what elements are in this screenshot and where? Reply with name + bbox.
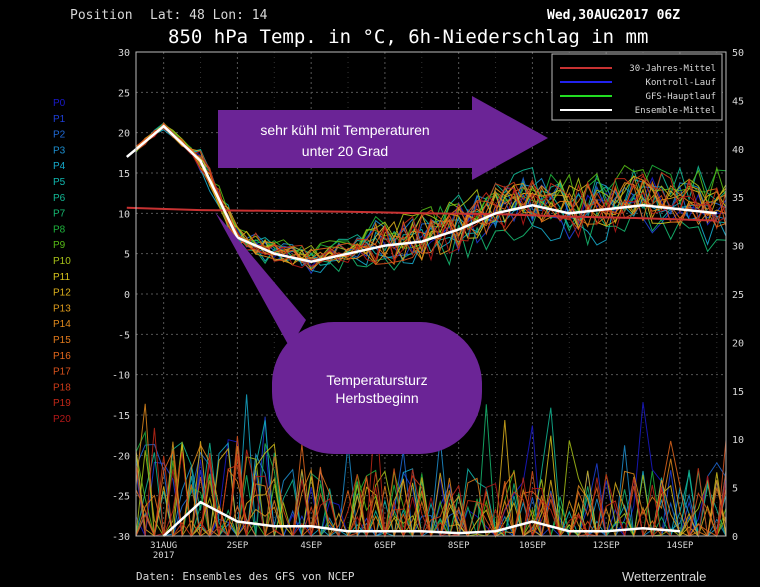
member-temp-line xyxy=(135,125,727,263)
legend-label: Ensemble-Mittel xyxy=(635,106,716,116)
member-label: P16 xyxy=(53,351,71,362)
member-labels: P0 P1 P2 P3 P4 P5 P6 P7 P8 P9 P10 P11 P12 P13 P14 P15 P1… xyxy=(53,98,71,425)
member-temp-line xyxy=(135,123,727,256)
y-right-tick-label: 40 xyxy=(732,145,744,156)
y-right-tick-label: 10 xyxy=(732,435,744,446)
member-label: P15 xyxy=(53,335,71,346)
member-label: P13 xyxy=(53,303,71,314)
y-left-tick-label: 10 xyxy=(118,209,130,220)
position-label: Position xyxy=(70,8,133,23)
lat-lon: Lat: 48 Lon: 14 xyxy=(150,8,268,23)
x-tick-label: 4SEP xyxy=(300,541,322,551)
bubble-text-line-1: Temperatursturz xyxy=(326,372,427,388)
y-left-tick-label: -20 xyxy=(112,451,130,462)
y-left-tick-label: -30 xyxy=(112,532,130,543)
series-line xyxy=(126,206,717,222)
y-right-tick-label: 30 xyxy=(732,242,744,253)
member-label: P6 xyxy=(53,193,66,204)
member-label: P18 xyxy=(53,382,71,393)
brand-name: Wetterzentrale xyxy=(622,569,706,584)
member-label: P0 xyxy=(53,98,66,109)
x-tick-label: 8SEP xyxy=(448,541,470,551)
member-label: P12 xyxy=(53,288,71,299)
member-label: P3 xyxy=(53,145,66,156)
y-left-tick-label: 30 xyxy=(118,48,130,59)
y-left-tick-label: 25 xyxy=(118,88,130,99)
legend-label: GFS-Hauptlauf xyxy=(646,92,716,102)
y-right-tick-label: 15 xyxy=(732,387,744,398)
legend: 30-Jahres-Mittel Kontroll-Lauf GFS-Hauptla… xyxy=(551,53,723,121)
member-label: P8 xyxy=(53,224,66,235)
cold-arrow-annotation: sehr kühl mit Temperaturen unter 20 Grad xyxy=(218,96,548,180)
chart-title: 850 hPa Temp. in °C, 6h-Niederschlag in … xyxy=(168,26,648,48)
y-right-tick-label: 0 xyxy=(732,532,738,543)
member-label: P5 xyxy=(53,177,66,188)
main-series xyxy=(126,124,717,537)
bubble-tail xyxy=(215,212,306,348)
member-label: P19 xyxy=(53,398,71,409)
member-label: P4 xyxy=(53,161,66,172)
arrow-text-line-2: unter 20 Grad xyxy=(302,143,388,159)
arrow-shape xyxy=(218,96,548,180)
member-label: P11 xyxy=(53,272,70,283)
member-label: P14 xyxy=(53,319,71,330)
y-left-tick-label: -15 xyxy=(112,411,130,422)
member-label: P10 xyxy=(53,256,71,267)
legend-label: 30-Jahres-Mittel xyxy=(629,64,716,74)
member-precip-line xyxy=(136,454,727,537)
series-line xyxy=(126,124,717,263)
member-label: P20 xyxy=(53,414,71,425)
y-left-tick-label: 20 xyxy=(118,129,130,140)
member-label: P2 xyxy=(53,130,66,141)
x-tick-label: 14SEP xyxy=(666,541,694,551)
y-right-tick-label: 45 xyxy=(732,96,744,107)
plot-frame xyxy=(135,51,727,537)
y-left-tick-label: 0 xyxy=(124,290,130,301)
temperature-drop-annotation: Temperatursturz Herbstbeginn xyxy=(215,212,482,454)
y-right-tick-label: 5 xyxy=(732,484,738,495)
x-tick-label: 10SEP xyxy=(519,541,547,551)
y-right-tick-label: 20 xyxy=(732,338,744,349)
x-tick-label: 2SEP xyxy=(227,541,249,551)
run-date: Wed,30AUG2017 06Z xyxy=(547,8,680,23)
y-left-tick-label: -10 xyxy=(112,371,130,382)
x-tick-label: 31AUG xyxy=(150,541,177,551)
y-right-tick-label: 35 xyxy=(732,193,744,204)
x-tick-label: 12SEP xyxy=(593,541,621,551)
y-left-tick-label: 15 xyxy=(118,169,130,180)
bubble-body xyxy=(272,322,482,454)
member-label: P17 xyxy=(53,367,71,378)
x-tick-label: 2017 xyxy=(153,551,175,561)
member-label: P1 xyxy=(53,114,66,125)
y-left-tick-label: 5 xyxy=(124,250,130,261)
x-tick-label: 6SEP xyxy=(374,541,396,551)
member-label: P7 xyxy=(53,209,66,220)
legend-label: Kontroll-Lauf xyxy=(646,78,716,88)
data-source: Daten: Ensembles des GFS von NCEP xyxy=(136,570,355,583)
y-right-tick-label: 50 xyxy=(732,48,744,59)
y-left-tick-label: -5 xyxy=(118,330,130,341)
member-label: P9 xyxy=(53,240,66,251)
y-right-tick-label: 25 xyxy=(732,290,744,301)
bubble-text-line-2: Herbstbeginn xyxy=(335,390,418,406)
series-line xyxy=(162,500,680,537)
arrow-text-line-1: sehr kühl mit Temperaturen xyxy=(260,122,429,138)
y-left-tick-label: -25 xyxy=(112,492,130,503)
